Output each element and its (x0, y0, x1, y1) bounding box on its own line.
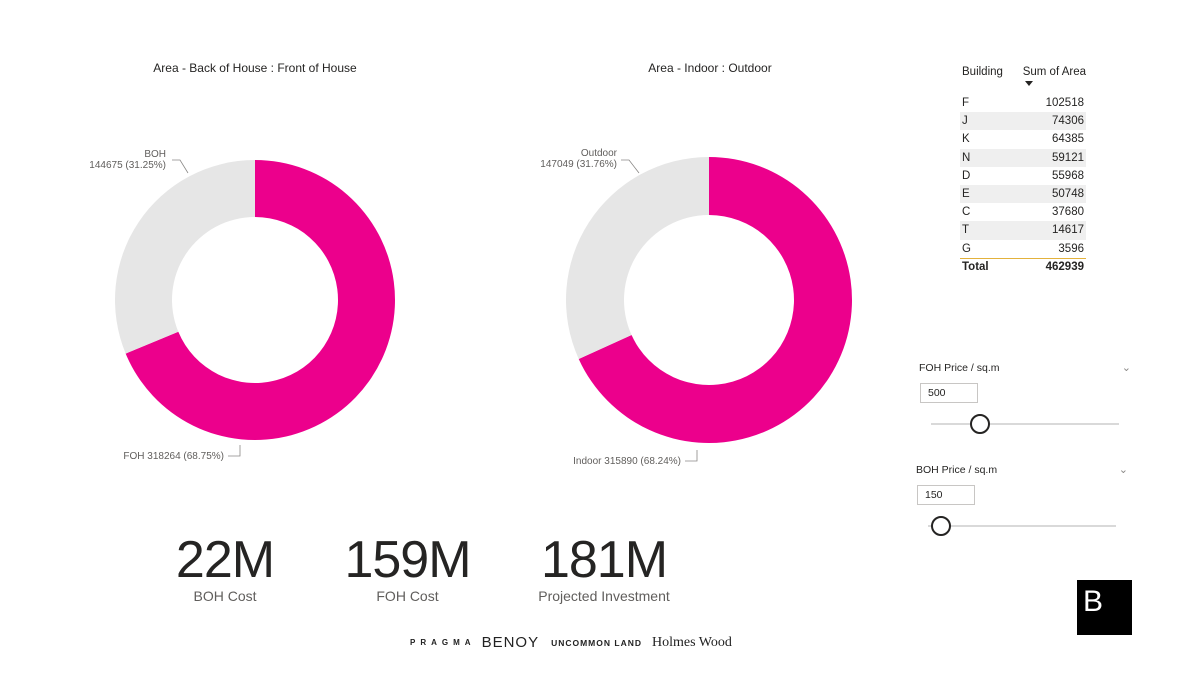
leader-line (685, 450, 698, 462)
kpi-foh-cost: 159M FOH Cost (320, 534, 495, 604)
kpi-label: Projected Investment (538, 588, 670, 604)
cell-sum-of-area: 55968 (1052, 169, 1084, 182)
table-row[interactable]: N 59121 (960, 148, 1086, 167)
cell-building: T (962, 224, 970, 237)
foh-price-slicer: FOH Price / sq.m ⌄ 500 (919, 362, 1131, 434)
cell-building: D (962, 169, 971, 182)
table-header: Building Sum of Area (960, 66, 1086, 94)
kpi-projected-investment: 181M Projected Investment (515, 534, 693, 604)
cell-sum-of-area: 64385 (1052, 133, 1084, 146)
cell-building: C (962, 206, 971, 219)
slicer-title: FOH Price / sq.m (919, 362, 1000, 374)
table-row[interactable]: D 55968 (960, 167, 1086, 185)
total-value: 462939 (1045, 260, 1084, 273)
boh-price-slider-track[interactable] (928, 525, 1116, 527)
table-row[interactable]: T 14617 (960, 221, 1086, 240)
slice-label-boh: 144675 (31.25%) (89, 160, 166, 171)
kpi-value: 159M (344, 531, 471, 589)
cell-building: F (962, 97, 970, 109)
donut-slice-indoor[interactable] (578, 157, 852, 443)
pragma-logo: PRAGMA (410, 638, 476, 647)
table-row[interactable]: F 102518 (960, 94, 1086, 112)
slicer-title: BOH Price / sq.m (916, 464, 998, 476)
leader-line (228, 445, 241, 457)
column-header-label: Sum of Area (1022, 66, 1086, 78)
kpi-value: 22M (175, 531, 275, 589)
foh-price-slider-thumb[interactable] (969, 414, 990, 434)
kpi-label: BOH Cost (193, 588, 257, 604)
leader-line (621, 159, 640, 174)
table-row[interactable]: C 37680 (960, 203, 1086, 221)
donut-slice-boh[interactable] (114, 160, 255, 354)
cell-sum-of-area: 14617 (1052, 224, 1084, 237)
slice-label-boh: BOH (144, 149, 166, 160)
cell-building: G (962, 242, 971, 255)
table-total-row: Total 462939 (960, 257, 1086, 276)
cell-sum-of-area: 37680 (1052, 206, 1084, 219)
cell-building: K (962, 133, 970, 146)
boh-price-slicer: BOH Price / sq.m ⌄ 150 (916, 464, 1128, 536)
chevron-down-icon[interactable]: ⌄ (1118, 464, 1128, 476)
cell-sum-of-area: 59121 (1052, 151, 1084, 164)
benoy-logo: BENOY (481, 634, 540, 651)
kpi-boh-cost: 22M BOH Cost (150, 534, 300, 604)
foh-price-input[interactable]: 500 (920, 383, 978, 403)
partner-logos: PRAGMA BENOY UNCOMMON LAND Holmes Wood (410, 634, 732, 651)
cell-sum-of-area: 102518 (1045, 97, 1084, 109)
chart-title-boh-foh: Area - Back of House : Front of House (153, 61, 357, 75)
total-label: Total (962, 260, 989, 273)
slice-label-outdoor: Outdoor (581, 148, 618, 159)
uncommon-land-logo: UNCOMMON LAND (551, 637, 642, 648)
kpi-label: FOH Cost (376, 588, 439, 604)
sort-descending-icon (1024, 81, 1033, 86)
boh-price-slider-thumb[interactable] (931, 516, 952, 536)
chart-title-indoor-outdoor: Area - Indoor : Outdoor (648, 61, 772, 75)
boh-price-input[interactable]: 150 (917, 485, 975, 505)
kpi-value: 181M (540, 531, 668, 589)
table-row[interactable]: E 50748 (960, 184, 1086, 204)
slice-label-foh: FOH 318264 (68.75%) (123, 451, 224, 462)
slice-label-outdoor: 147049 (31.76%) (540, 159, 617, 170)
holmes-wood-logo: Holmes Wood (652, 634, 732, 650)
column-header-sum-of-area[interactable]: Sum of Area (1022, 66, 1086, 86)
column-header-building[interactable]: Building (962, 66, 1003, 78)
foh-price-slider-track[interactable] (931, 423, 1119, 425)
cell-building: N (962, 151, 971, 164)
table-row[interactable]: K 64385 (960, 130, 1086, 148)
table-body: F 102518 J 74306 K 64385 N 59121 D 55968 E 50748 C 37… (960, 94, 1086, 258)
donut-slice-foh[interactable] (125, 160, 395, 441)
cell-sum-of-area: 3596 (1058, 242, 1084, 255)
donut-slice-outdoor[interactable] (566, 157, 709, 359)
leader-line (172, 159, 189, 174)
area-by-building-table: Building Sum of Area F 102518 J 74306 K 64385… (960, 66, 1086, 276)
cell-building: E (962, 187, 970, 200)
table-row[interactable]: J 74306 (960, 112, 1086, 131)
cell-sum-of-area: 74306 (1052, 115, 1084, 128)
cell-building: J (962, 115, 968, 128)
table-row[interactable]: G 3596 (960, 240, 1086, 258)
slice-label-indoor: Indoor 315890 (68.24%) (573, 456, 681, 467)
brand-logo: B (1077, 580, 1132, 635)
chevron-down-icon[interactable]: ⌄ (1121, 362, 1131, 374)
cell-sum-of-area: 50748 (1052, 187, 1084, 200)
